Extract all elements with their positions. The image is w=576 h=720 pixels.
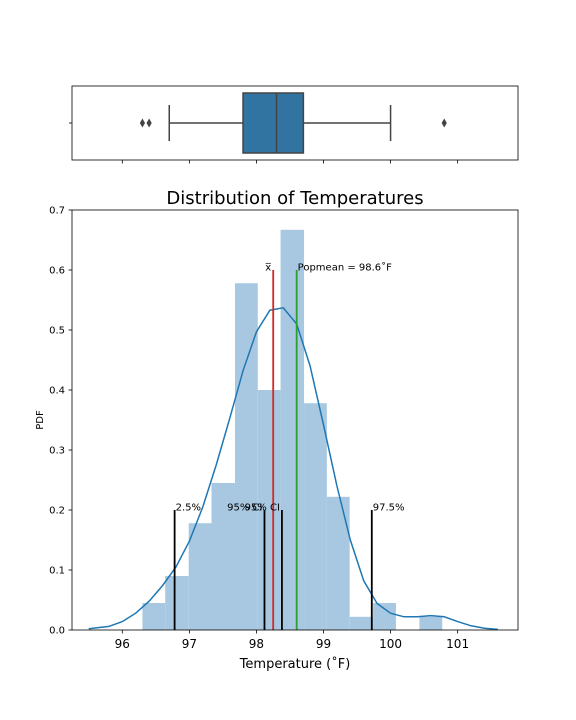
y-tick-label: 0.7 xyxy=(49,206,65,217)
histogram-bar xyxy=(165,576,189,630)
boxplot-panel xyxy=(69,85,519,164)
x-tick-label: 101 xyxy=(446,637,469,651)
histogram-bar xyxy=(142,603,166,630)
x-tick-label: 100 xyxy=(379,637,402,651)
histogram-bar xyxy=(234,283,258,630)
x-tick-label: 97 xyxy=(182,637,197,651)
y-axis-label: PDF xyxy=(35,410,46,430)
percentile-2-5-label: 2.5% xyxy=(176,503,201,514)
chart-title: Distribution of Temperatures xyxy=(166,188,423,209)
y-tick-label: 0.3 xyxy=(49,446,65,457)
histogram-bar xyxy=(326,496,350,630)
y-tick-label: 0.0 xyxy=(49,626,65,637)
x-tick-label: 96 xyxy=(115,637,130,651)
population-mean-label: Popmean = 98.6˚F xyxy=(298,262,393,274)
x-tick-label: 99 xyxy=(316,637,331,651)
y-tick-label: 0.2 xyxy=(49,506,65,517)
y-tick-label: 0.1 xyxy=(49,566,65,577)
boxplot-outlier xyxy=(441,118,447,128)
boxplot-outlier xyxy=(146,118,152,128)
boxplot-box xyxy=(242,92,305,154)
ci-upper-label: 95% CI xyxy=(245,503,280,514)
percentile-97-5-label: 97.5% xyxy=(373,503,405,514)
histogram-bar xyxy=(211,483,235,630)
histogram-bar xyxy=(257,390,281,630)
y-tick-label: 0.4 xyxy=(49,386,65,397)
x-axis-label: Temperature (˚F) xyxy=(239,656,351,672)
histogram-bar xyxy=(280,229,305,631)
y-tick-label: 0.5 xyxy=(49,326,65,337)
ci-lower-label: 95% CI xyxy=(227,503,262,514)
y-tick-label: 0.6 xyxy=(49,266,65,277)
sample-mean-label: x̅ xyxy=(265,263,272,274)
histogram-bar xyxy=(304,403,327,630)
histogram-bar xyxy=(188,523,212,630)
histogram-bar xyxy=(373,603,396,630)
histogram-bars xyxy=(142,229,443,631)
histogram-panel: Distribution of Temperatures Temperature… xyxy=(35,188,519,672)
histogram-bar xyxy=(349,616,374,630)
x-tick-label: 98 xyxy=(249,637,264,651)
histogram-bar xyxy=(419,616,443,630)
histogram-frame xyxy=(71,209,519,631)
boxplot-outlier xyxy=(139,118,146,128)
